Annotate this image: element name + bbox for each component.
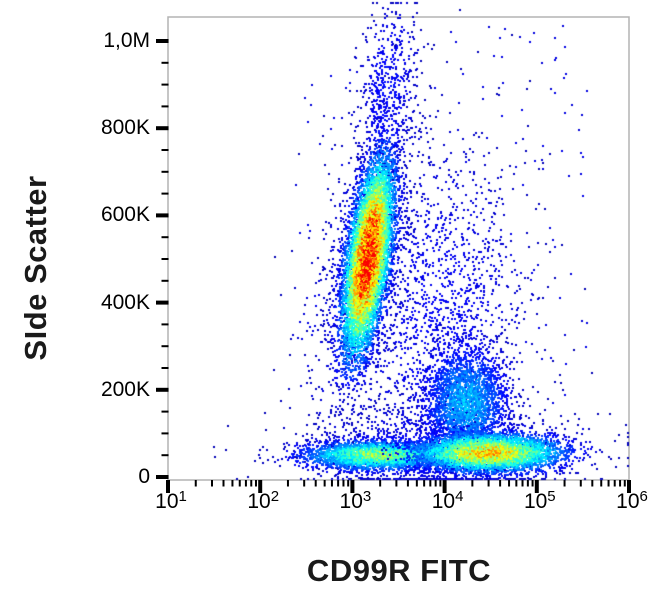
y-tick-label: 1,0M	[103, 29, 150, 52]
x-tick-label: 105	[523, 488, 556, 513]
x-tick-label: 103	[339, 488, 372, 513]
x-tick-label: 101	[155, 488, 187, 513]
y-tick-label: 200K	[100, 377, 150, 401]
x-tick-label: 104	[431, 488, 464, 513]
y-tick-label: 0	[138, 465, 150, 488]
x-tick-label: 102	[247, 488, 280, 513]
x-tick-label: 106	[616, 488, 648, 513]
y-tick-label: 800K	[100, 116, 150, 140]
y-tick-label: 400K	[100, 290, 150, 314]
y-axis-title: SIde Scatter	[18, 175, 53, 361]
x-axis-title: CD99R FITC	[306, 553, 492, 588]
y-tick-label: 600K	[100, 203, 150, 227]
